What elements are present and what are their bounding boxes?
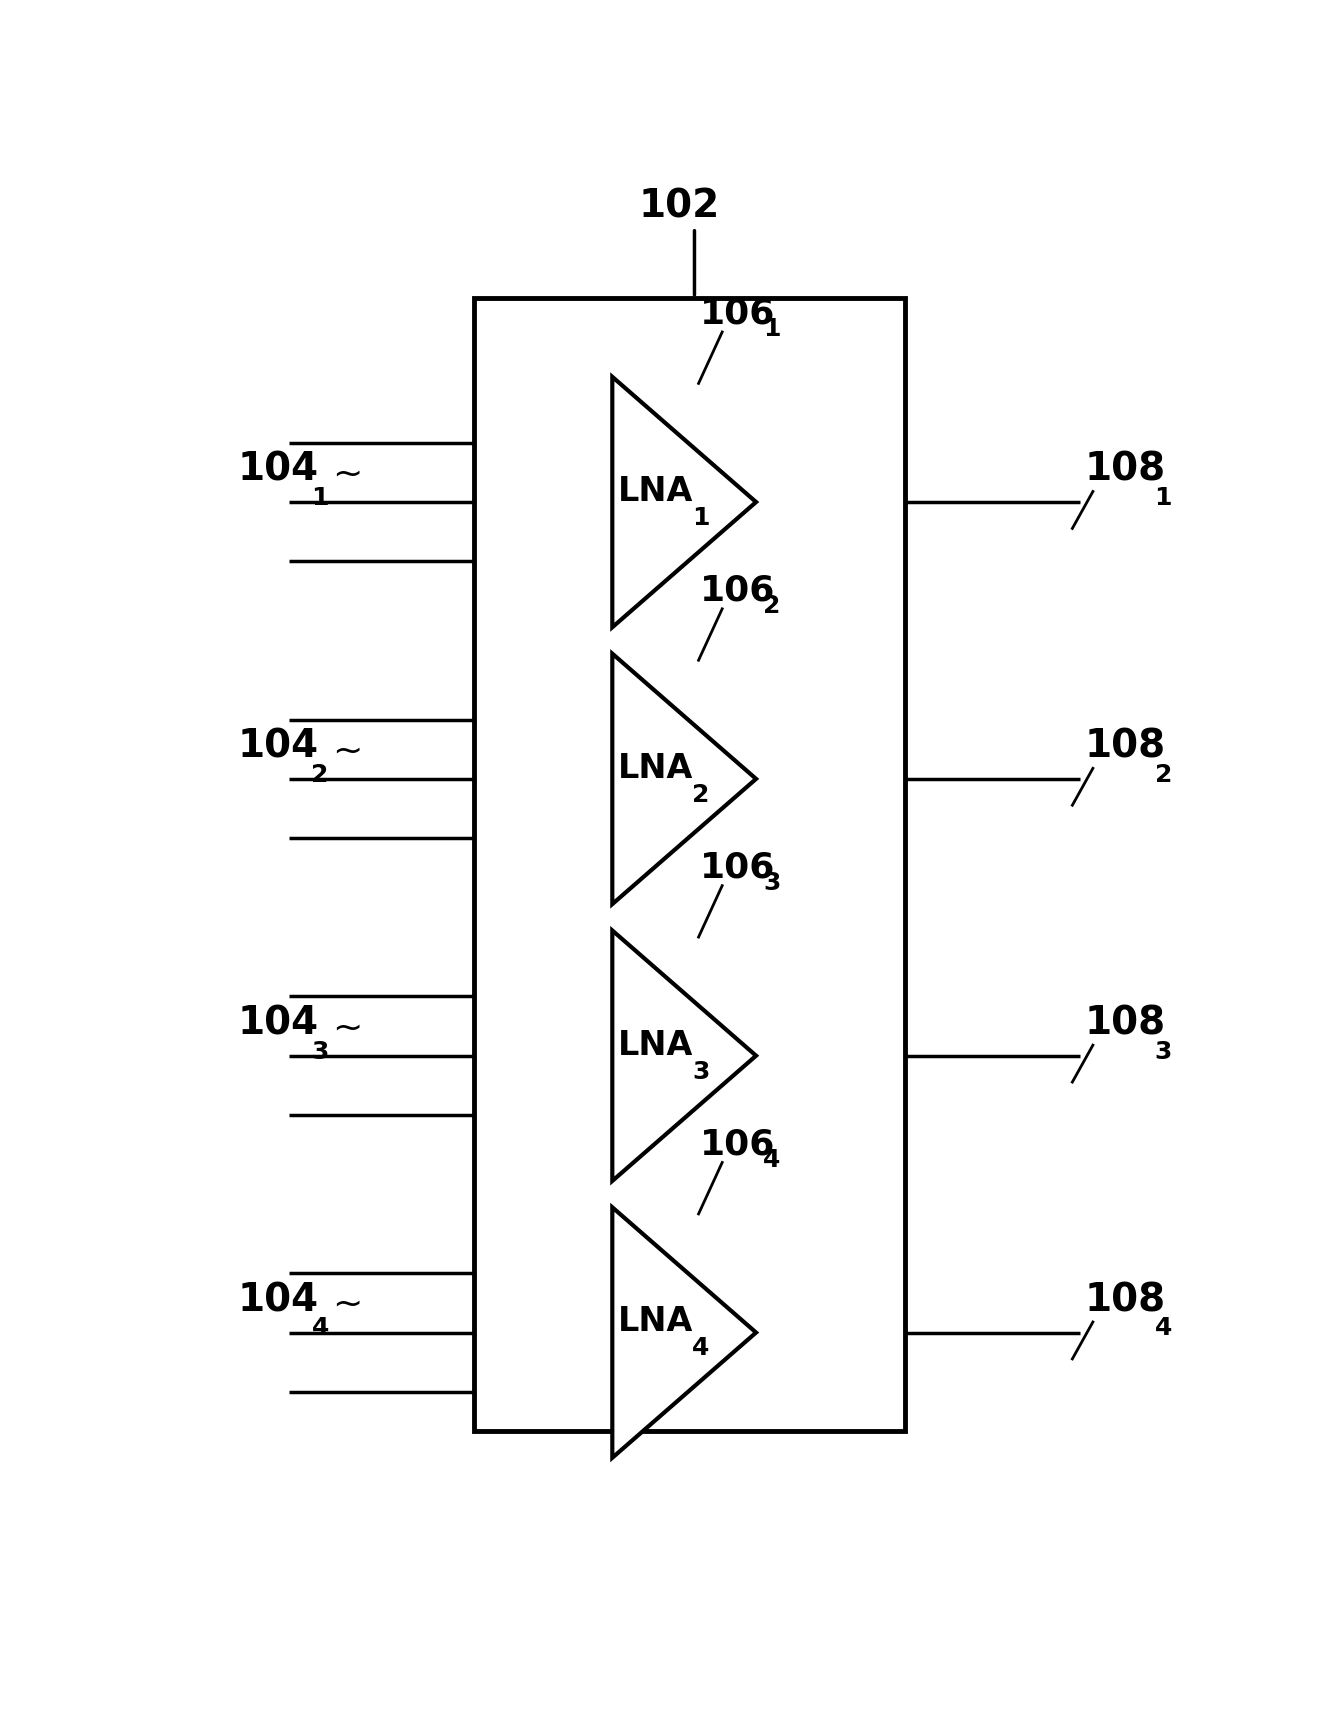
Text: 4: 4: [311, 1317, 329, 1340]
Polygon shape: [612, 931, 757, 1181]
Text: 3: 3: [311, 1039, 329, 1063]
Text: 4: 4: [1154, 1317, 1171, 1340]
Text: 3: 3: [1154, 1039, 1171, 1063]
Text: 1: 1: [693, 505, 710, 529]
Text: ~: ~: [333, 457, 362, 491]
Text: 4: 4: [763, 1147, 780, 1171]
Bar: [474, 298, 905, 1431]
Polygon shape: [612, 654, 757, 904]
Text: 2: 2: [763, 594, 780, 618]
Text: 2: 2: [311, 764, 329, 788]
Text: 108: 108: [1085, 1281, 1166, 1320]
Text: ~: ~: [333, 1012, 362, 1044]
Text: 1: 1: [1154, 486, 1173, 510]
Text: 104: 104: [237, 728, 318, 765]
Text: 1: 1: [763, 317, 780, 341]
Polygon shape: [612, 377, 757, 627]
Text: ~: ~: [333, 734, 362, 769]
Text: 4: 4: [693, 1337, 710, 1361]
Text: 3: 3: [763, 871, 780, 895]
Text: 3: 3: [693, 1060, 710, 1084]
Text: 106: 106: [700, 296, 775, 330]
Text: LNA: LNA: [617, 752, 693, 784]
Text: 108: 108: [1085, 1005, 1166, 1043]
Text: 102: 102: [639, 187, 719, 226]
Text: 106: 106: [700, 1126, 775, 1161]
Text: 104: 104: [237, 450, 318, 490]
Text: 2: 2: [1154, 764, 1171, 788]
Text: LNA: LNA: [617, 1029, 693, 1061]
Text: 1: 1: [311, 486, 329, 510]
Text: 106: 106: [700, 851, 775, 885]
Text: LNA: LNA: [617, 474, 693, 508]
Text: 108: 108: [1085, 728, 1166, 765]
Text: 104: 104: [237, 1281, 318, 1320]
Text: LNA: LNA: [617, 1306, 693, 1339]
Text: 2: 2: [693, 782, 710, 806]
Text: 104: 104: [237, 1005, 318, 1043]
Text: 106: 106: [700, 574, 775, 608]
Text: ~: ~: [333, 1287, 362, 1322]
Text: 108: 108: [1085, 450, 1166, 490]
Polygon shape: [612, 1207, 757, 1459]
